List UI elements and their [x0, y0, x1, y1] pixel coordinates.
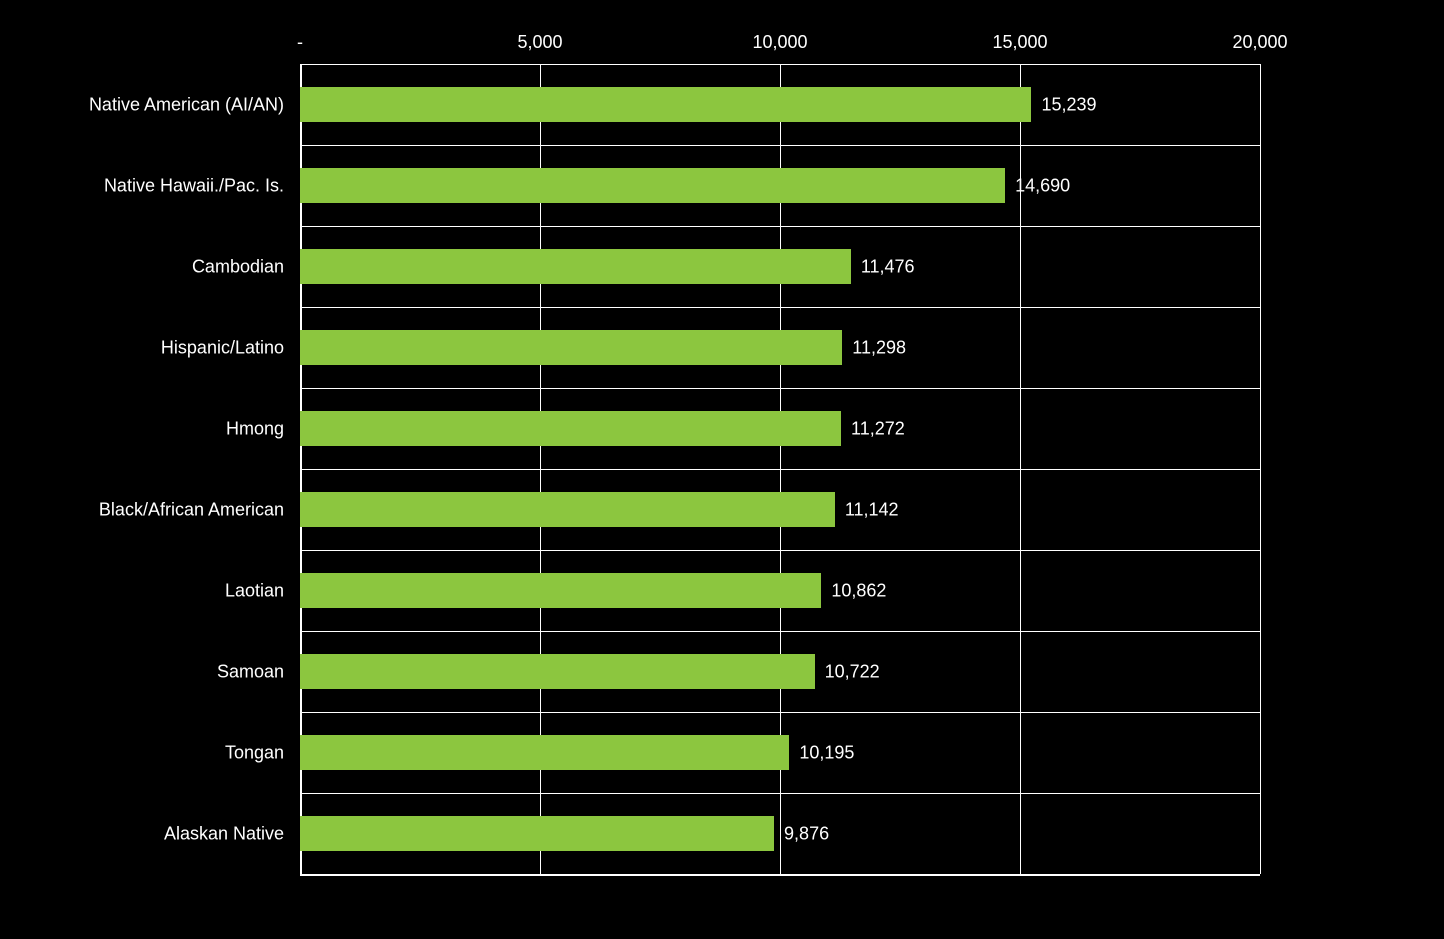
bar [300, 168, 1005, 202]
bar [300, 330, 842, 364]
bar [300, 654, 815, 688]
y-tick-label: Alaskan Native [164, 823, 284, 844]
bar-value-label: 14,690 [1015, 175, 1070, 196]
y-tick-label: Native Hawaii./Pac. Is. [104, 175, 284, 196]
bar [300, 573, 821, 607]
y-gridline [300, 307, 1260, 308]
y-gridline [300, 874, 1260, 876]
bar-value-label: 10,862 [831, 580, 886, 601]
bar-value-label: 15,239 [1041, 94, 1096, 115]
y-tick-label: Hispanic/Latino [161, 337, 284, 358]
x-tick-label: 20,000 [1232, 32, 1287, 53]
x-tick-label: 15,000 [992, 32, 1047, 53]
bar-value-label: 11,476 [861, 256, 915, 277]
y-gridline [300, 64, 1260, 65]
y-gridline [300, 145, 1260, 146]
bar [300, 411, 841, 445]
y-tick-label: Laotian [225, 580, 284, 601]
bar-value-label: 9,876 [784, 823, 829, 844]
bar-value-label: 10,722 [825, 661, 880, 682]
plot-area: -5,00010,00015,00020,000Native American … [300, 64, 1260, 874]
y-tick-label: Native American (AI/AN) [89, 94, 284, 115]
y-gridline [300, 469, 1260, 470]
y-tick-label: Tongan [225, 742, 284, 763]
bar [300, 735, 789, 769]
y-tick-label: Samoan [217, 661, 284, 682]
y-gridline [300, 712, 1260, 713]
y-gridline [300, 550, 1260, 551]
chart-container: - 5,000 10,000 15,000 20,000 Native American … [0, 0, 1444, 939]
bar [300, 816, 774, 850]
y-gridline [300, 226, 1260, 227]
bar [300, 492, 835, 526]
x-gridline [1260, 64, 1261, 874]
x-tick-label: - [297, 32, 303, 53]
x-tick-label: 10,000 [752, 32, 807, 53]
y-tick-label: Black/African American [99, 499, 284, 520]
bar-value-label: 11,272 [851, 418, 905, 439]
bar-value-label: 10,195 [799, 742, 854, 763]
bar-value-label: 11,298 [852, 337, 906, 358]
bar-value-label: 11,142 [845, 499, 899, 520]
bar [300, 249, 851, 283]
y-tick-label: Hmong [226, 418, 284, 439]
x-tick-label: 5,000 [517, 32, 562, 53]
y-gridline [300, 793, 1260, 794]
y-gridline [300, 388, 1260, 389]
y-gridline [300, 631, 1260, 632]
y-tick-label: Cambodian [192, 256, 284, 277]
bar [300, 87, 1031, 121]
